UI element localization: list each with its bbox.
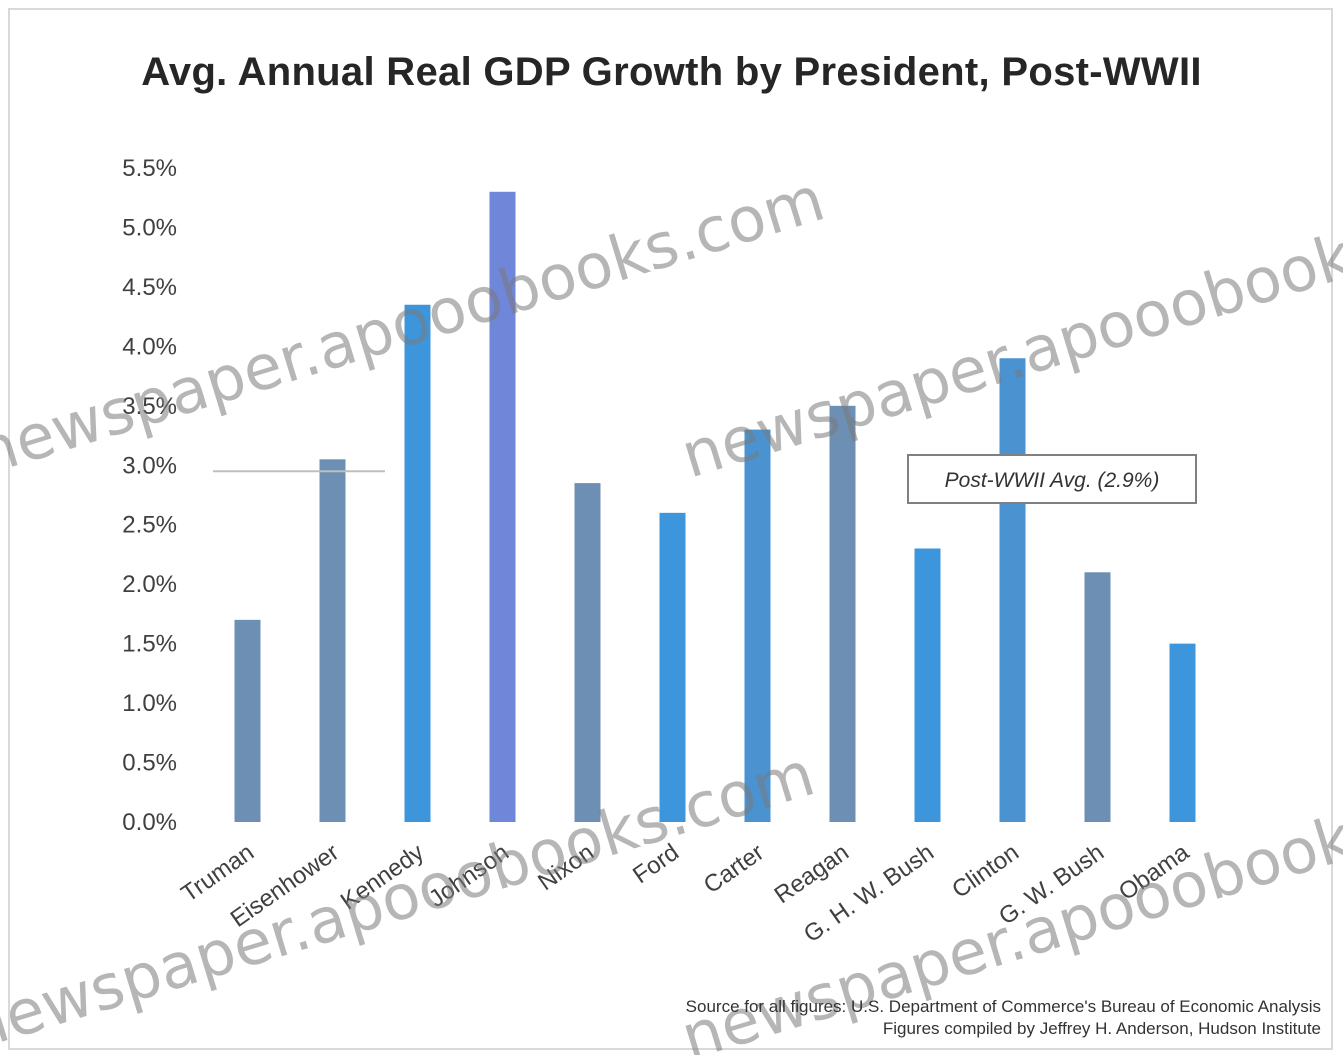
source-line: Figures compiled by Jeffrey H. Anderson,…: [882, 1019, 1321, 1038]
bar-series: [234, 191, 1196, 823]
bar: [744, 429, 771, 822]
y-tick-label: 3.5%: [122, 393, 177, 420]
y-tick-label: 0.5%: [122, 750, 177, 777]
x-tick-label: Carter: [699, 839, 769, 899]
y-tick-label: 1.0%: [122, 690, 177, 717]
y-tick-label: 2.0%: [122, 571, 177, 598]
source-note: Source for all figures: U.S. Department …: [686, 996, 1321, 1040]
bar: [999, 358, 1026, 822]
chart-title: Avg. Annual Real GDP Growth by President…: [141, 50, 1202, 94]
average-label-box: [907, 454, 1197, 504]
bar: [1084, 572, 1111, 822]
average-label: Post-WWII Avg. (2.9%): [945, 469, 1160, 492]
bar: [829, 405, 856, 822]
y-tick-label: 2.5%: [122, 512, 177, 539]
bar: [1169, 643, 1196, 822]
bar: [234, 619, 261, 822]
bar: [659, 512, 686, 822]
bar: [914, 548, 941, 822]
y-tick-label: 0.0%: [122, 809, 177, 836]
y-tick-label: 5.0%: [122, 214, 177, 241]
source-line: Source for all figures: U.S. Department …: [685, 997, 1321, 1016]
average-line: Post-WWII Avg. (2.9%): [213, 454, 1197, 504]
bar: [574, 483, 601, 822]
bar: [489, 191, 516, 823]
x-tick-label: Clinton: [947, 839, 1024, 904]
y-tick-label: 1.5%: [122, 631, 177, 658]
bar: [404, 304, 431, 822]
y-axis: 0.0% 0.5% 1.0% 1.5% 2.0% 2.5% 3.0% 3.5% 4.0% 4.5%…: [122, 155, 177, 836]
y-tick-label: 5.5%: [122, 155, 177, 182]
y-tick-label: 4.5%: [122, 274, 177, 301]
y-tick-label: 3.0%: [122, 452, 177, 479]
bar: [319, 459, 346, 822]
y-tick-label: 4.0%: [122, 333, 177, 360]
